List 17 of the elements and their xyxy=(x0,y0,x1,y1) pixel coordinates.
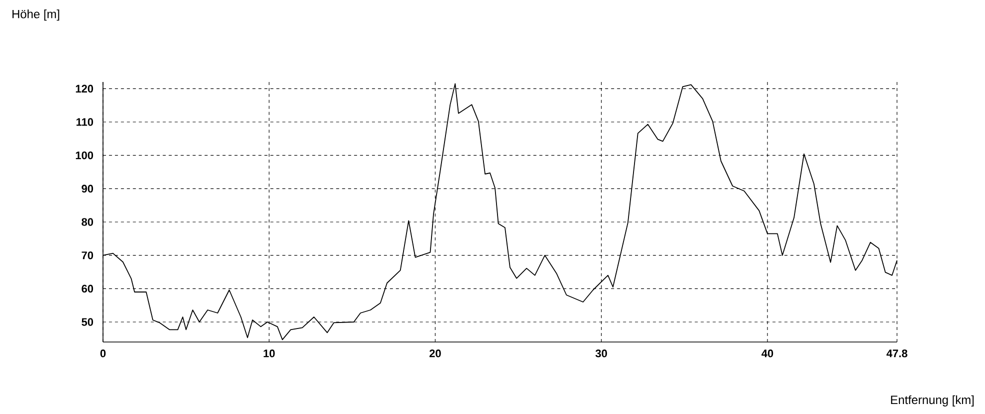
y-tick-label: 50 xyxy=(82,318,94,326)
x-axis-title: Entfernung [km] xyxy=(891,395,974,406)
y-tick-label: 80 xyxy=(82,218,94,226)
chart-title: Höhe [m] xyxy=(12,10,60,21)
x-tick-label: 40 xyxy=(762,350,774,358)
x-tick-label: 20 xyxy=(430,350,441,358)
line-series xyxy=(102,83,898,340)
x-tick-label: 47.8 xyxy=(886,350,908,358)
x-tick-label: 30 xyxy=(595,350,607,358)
y-tick-label: 60 xyxy=(82,284,94,293)
y-tick-label: 110 xyxy=(76,118,94,126)
y-tick-label: 100 xyxy=(76,151,94,160)
x-tick-label: 0 xyxy=(100,350,106,358)
y-tick-label: 70 xyxy=(82,251,94,260)
x-tick-label: 10 xyxy=(264,350,275,358)
y-tick-label: 90 xyxy=(82,184,94,193)
y-tick-label: 120 xyxy=(76,84,94,93)
